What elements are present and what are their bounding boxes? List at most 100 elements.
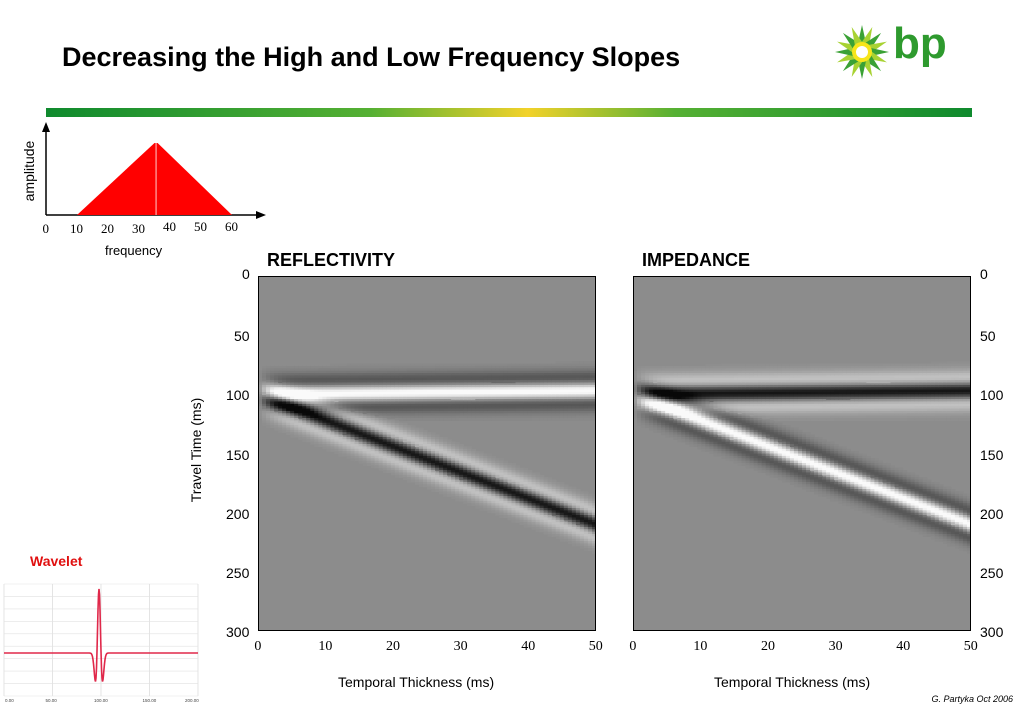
seismic-cell [773,451,779,455]
seismic-cell [427,477,432,481]
seismic-cell [777,418,783,421]
seismic-cell [729,377,735,381]
seismic-cell [266,387,271,391]
seismic-cell [761,436,767,440]
seismic-cell [487,496,492,500]
seismic-cell [290,370,295,374]
seismic-cell [362,451,368,455]
seismic-cell [769,368,775,372]
seismic-cell [475,363,480,367]
seismic-cell [519,410,525,414]
seismic-cell [649,396,654,400]
seismic-cell [451,491,456,495]
seismic-cell [418,439,424,443]
seismic-cell [338,420,344,424]
seismic-cell [511,394,517,398]
seismic-cell [302,365,307,369]
seismic-cell [402,444,408,447]
seismic-cell [451,477,456,481]
seismic-cell [511,479,517,483]
seismic-cell [338,375,344,379]
seismic-cell [431,436,436,440]
seismic-cell [717,446,723,450]
seismic-cell [535,489,541,492]
seismic-cell [721,429,727,433]
seismic-cell [362,441,368,445]
seismic-cell [773,406,779,410]
seismic-cell [310,403,315,407]
seismic-cell [306,387,311,391]
seismic-cell [386,446,392,450]
seismic-cell [314,403,319,407]
seismic-cell [475,389,480,393]
seismic-cell [575,370,581,374]
seismic-cell [394,439,400,443]
spectrum-y-arrow-icon [42,122,50,132]
seismic-cell [398,436,404,440]
seismic-cell [543,418,549,421]
seismic-cell [294,427,299,431]
seismic-cell [302,373,307,376]
seismic-cell [495,365,501,369]
seismic-cell [298,382,303,386]
seismic-cell [661,370,666,374]
seismic-cell [531,517,537,521]
seismic-cell [278,391,283,395]
seismic-cell [483,406,488,410]
seismic-cell [523,418,529,421]
seismic-cell [583,418,589,421]
seismic-cell [306,413,311,417]
seismic-cell [511,484,517,488]
seismic-cell [471,418,476,421]
seismic-cell [773,448,779,452]
seismic-cell [673,373,678,376]
seismic-cell [685,396,690,400]
seismic-cell [330,446,336,450]
seismic-cell [519,498,525,502]
seismic-cell [721,389,727,393]
seismic-cell [386,368,392,372]
seismic-cell [286,422,291,426]
seismic-cell [499,510,505,514]
seismic-cell [294,429,299,433]
seismic-cell [346,453,352,457]
seismic-cell [653,384,658,388]
seismic-cell [591,493,596,497]
seismic-cell [410,375,416,379]
seismic-cell [567,505,573,509]
seismic-cell [302,391,307,395]
seismic-cell [495,472,501,476]
seismic-cell [753,394,759,398]
seismic-cell [406,375,412,379]
seismic-cell [262,396,267,400]
seismic-cell [342,429,348,433]
seismic-cell [721,446,727,450]
seismic-cell [386,382,392,386]
seismic-cell [737,375,743,379]
seismic-cell [318,427,323,431]
seismic-cell [567,529,573,533]
seismic-cell [418,484,424,488]
seismic-cell [398,403,404,407]
seismic-cell [394,448,400,452]
seismic-cell [459,391,464,395]
seismic-cell [527,486,533,490]
seismic-cell [318,399,323,403]
seismic-cell [737,384,743,388]
seismic-cell [431,380,436,384]
seismic-cell [713,439,719,443]
seismic-cell [673,403,678,407]
seismic-cell [547,410,553,414]
seismic-cell [769,422,775,426]
seismic-cell [773,394,779,398]
seismic-cell [274,384,279,388]
seismic-cell [479,391,484,395]
seismic-cell [689,422,694,426]
seismic-cell [555,361,561,365]
seismic-cell [559,486,565,490]
seismic-cell [354,396,360,400]
seismic-cell [737,451,743,455]
seismic-cell [527,391,533,395]
seismic-cell [733,448,739,452]
seismic-cell [741,415,747,419]
